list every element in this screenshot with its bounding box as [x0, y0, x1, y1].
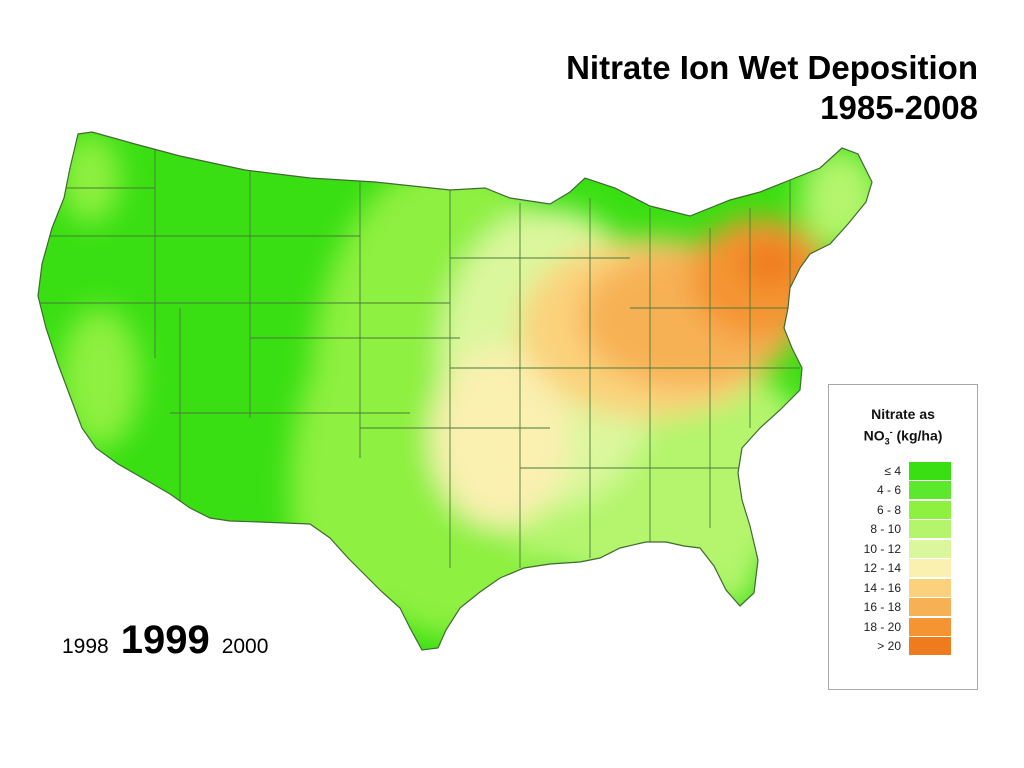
title-block: Nitrate Ion Wet Deposition 1985-2008	[566, 48, 978, 128]
legend-row: 10 - 12	[829, 539, 977, 559]
legend: Nitrate as NO3- (kg/ha) ≤ 4 4 - 6 6 - 8 8 -…	[828, 384, 978, 690]
legend-label: 8 - 10	[870, 522, 901, 537]
legend-row: 18 - 20	[829, 617, 977, 637]
legend-label: 10 - 12	[863, 541, 901, 556]
legend-row: 6 - 8	[829, 500, 977, 520]
legend-row: 4 - 6	[829, 481, 977, 501]
legend-row: ≤ 4	[829, 461, 977, 481]
deposition-map	[30, 128, 890, 658]
legend-label: ≤ 4	[884, 463, 901, 478]
legend-title-units: (kg/ha)	[896, 427, 943, 444]
legend-label: 14 - 16	[863, 580, 901, 595]
legend-title: Nitrate as NO3- (kg/ha)	[829, 405, 977, 450]
us-map-svg	[37, 131, 873, 651]
legend-label: > 20	[877, 639, 901, 654]
legend-title-chem: NO	[863, 427, 885, 444]
legend-label: 4 - 6	[876, 483, 901, 498]
current-year: 1999	[120, 618, 210, 662]
next-year-link[interactable]: 2000	[221, 635, 269, 658]
legend-swatch	[909, 481, 951, 500]
legend-swatch	[909, 461, 951, 480]
legend-rows: ≤ 4 4 - 6 6 - 8 8 - 10 10 - 12 12 - 14 14 - 16…	[829, 461, 977, 656]
legend-row: 8 - 10	[829, 520, 977, 540]
legend-label: 16 - 18	[863, 600, 901, 615]
legend-title-line1: Nitrate as	[871, 406, 935, 422]
legend-row: 16 - 18	[829, 598, 977, 618]
legend-label: 18 - 20	[863, 619, 901, 634]
legend-label: 6 - 8	[876, 502, 901, 517]
deposition-shading	[38, 132, 872, 650]
legend-label: 12 - 14	[863, 561, 901, 576]
legend-swatch	[909, 598, 951, 617]
legend-title-line2: NO3- (kg/ha)	[829, 423, 977, 450]
previous-year-link[interactable]: 1998	[62, 635, 109, 658]
year-navigation: 1998 1999 2000	[62, 618, 268, 668]
legend-swatch	[909, 559, 951, 578]
legend-row: 14 - 16	[829, 578, 977, 598]
legend-swatch	[909, 500, 951, 519]
legend-swatch	[909, 578, 951, 597]
map-period: 1985-2008	[820, 89, 978, 126]
legend-swatch	[909, 617, 951, 636]
legend-swatch	[909, 539, 951, 558]
legend-swatch	[909, 637, 951, 656]
legend-row: > 20	[829, 637, 977, 657]
legend-title-superscript: -	[889, 427, 893, 437]
legend-title-subscript: 3	[884, 436, 890, 447]
map-title: Nitrate Ion Wet Deposition	[566, 49, 978, 86]
legend-swatch	[909, 520, 951, 539]
state-boundaries	[38, 148, 830, 568]
legend-row: 12 - 14	[829, 559, 977, 579]
